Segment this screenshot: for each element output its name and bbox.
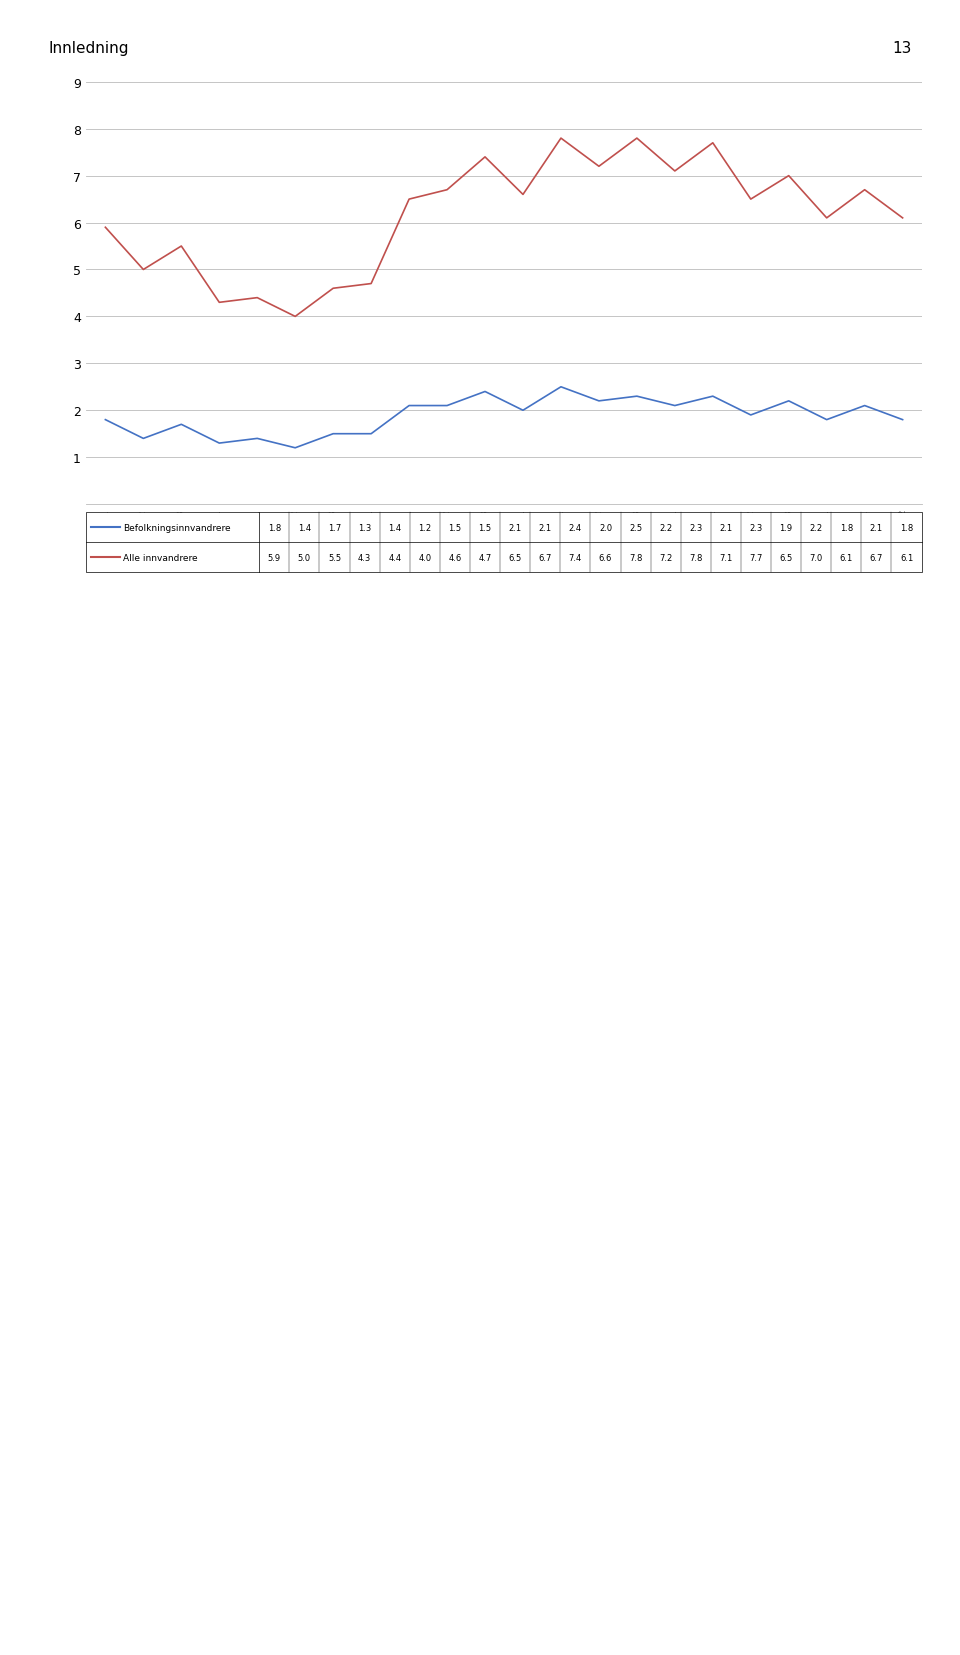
Text: 2.1: 2.1 xyxy=(509,523,521,533)
Text: 4.7: 4.7 xyxy=(478,553,492,563)
Text: 6.5: 6.5 xyxy=(509,553,521,563)
Text: Alle innvandrere: Alle innvandrere xyxy=(123,553,198,563)
Text: 6.5: 6.5 xyxy=(780,553,793,563)
Text: 1.3: 1.3 xyxy=(358,523,372,533)
Text: 6.1: 6.1 xyxy=(900,553,913,563)
Text: 1.7: 1.7 xyxy=(328,523,341,533)
Text: 1.4: 1.4 xyxy=(298,523,311,533)
Text: 2.2: 2.2 xyxy=(660,523,672,533)
Text: 2.4: 2.4 xyxy=(568,523,582,533)
Text: 6.6: 6.6 xyxy=(599,553,612,563)
Text: 2.3: 2.3 xyxy=(689,523,703,533)
Text: 2.0: 2.0 xyxy=(599,523,612,533)
Text: 6.1: 6.1 xyxy=(840,553,852,563)
Text: 4.0: 4.0 xyxy=(419,553,431,563)
Text: 6.7: 6.7 xyxy=(539,553,552,563)
Text: 1.5: 1.5 xyxy=(478,523,492,533)
Text: 7.0: 7.0 xyxy=(809,553,823,563)
Text: 4.6: 4.6 xyxy=(448,553,462,563)
Text: 7.8: 7.8 xyxy=(629,553,642,563)
Text: 1.8: 1.8 xyxy=(900,523,913,533)
Text: 7.7: 7.7 xyxy=(750,553,762,563)
Text: 1.5: 1.5 xyxy=(448,523,462,533)
Text: 5.0: 5.0 xyxy=(298,553,311,563)
Text: 7.4: 7.4 xyxy=(568,553,582,563)
Text: 1.2: 1.2 xyxy=(419,523,431,533)
Text: 13: 13 xyxy=(893,41,912,56)
Text: 5.5: 5.5 xyxy=(328,553,341,563)
Text: 4.3: 4.3 xyxy=(358,553,372,563)
Text: 2.2: 2.2 xyxy=(809,523,823,533)
Text: 2.1: 2.1 xyxy=(870,523,883,533)
Text: Innledning: Innledning xyxy=(48,41,129,56)
Text: 2.1: 2.1 xyxy=(539,523,552,533)
Text: Befolkningsinnvandrere: Befolkningsinnvandrere xyxy=(123,523,230,533)
Text: 7.1: 7.1 xyxy=(719,553,732,563)
Text: 1.9: 1.9 xyxy=(780,523,793,533)
Text: 1.8: 1.8 xyxy=(268,523,281,533)
Text: 4.4: 4.4 xyxy=(388,553,401,563)
Text: 1.4: 1.4 xyxy=(388,523,401,533)
Text: 2.5: 2.5 xyxy=(629,523,642,533)
Text: 2.1: 2.1 xyxy=(719,523,732,533)
Text: 5.9: 5.9 xyxy=(268,553,281,563)
Text: 7.8: 7.8 xyxy=(689,553,703,563)
Text: 7.2: 7.2 xyxy=(660,553,672,563)
Text: 2.3: 2.3 xyxy=(750,523,762,533)
Text: 6.7: 6.7 xyxy=(870,553,883,563)
Text: 1.8: 1.8 xyxy=(840,523,852,533)
